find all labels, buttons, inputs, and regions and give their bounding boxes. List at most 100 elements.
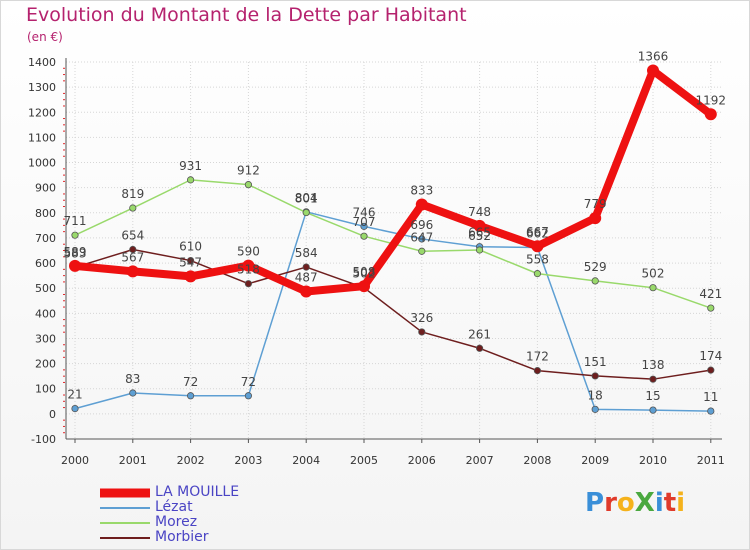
y-tick-label: 1100 bbox=[28, 131, 56, 144]
data-point-morbier bbox=[591, 372, 599, 380]
y-tick-label: 600 bbox=[35, 257, 56, 270]
data-point-l-zat bbox=[360, 222, 368, 230]
data-label-morez: 558 bbox=[526, 253, 549, 267]
x-tick-label: 2005 bbox=[350, 454, 378, 467]
data-label-la-mouille: 667 bbox=[526, 225, 549, 239]
chart-subtitle: (en €) bbox=[27, 30, 63, 44]
data-label-la-mouille: 487 bbox=[295, 270, 318, 284]
x-tick-label: 2010 bbox=[639, 454, 667, 467]
data-label-morbier: 610 bbox=[179, 240, 202, 254]
data-point-la-mouille bbox=[242, 259, 255, 272]
data-point-la-mouille bbox=[69, 259, 81, 272]
data-point-l-zat bbox=[707, 407, 715, 415]
data-label-morbier: 502 bbox=[353, 267, 376, 281]
legend-swatch bbox=[100, 536, 150, 539]
data-label-morbier: 583 bbox=[64, 246, 87, 260]
data-label-morbier: 172 bbox=[526, 350, 549, 364]
data-label-morbier: 654 bbox=[121, 228, 144, 242]
data-label-la-mouille: 748 bbox=[468, 205, 491, 219]
data-point-l-zat bbox=[71, 404, 79, 413]
data-label-morez: 912 bbox=[237, 164, 260, 178]
data-point-la-mouille bbox=[704, 108, 717, 121]
data-point-morez bbox=[360, 232, 368, 240]
data-label-la-mouille: 1366 bbox=[638, 50, 669, 64]
x-tick-label: 2007 bbox=[466, 454, 494, 467]
proxiti-logo: ProXiti bbox=[585, 488, 685, 518]
y-tick-label: 800 bbox=[35, 207, 56, 220]
chart-title: Evolution du Montant de la Dette par Hab… bbox=[26, 4, 467, 26]
legend-swatch bbox=[100, 488, 150, 497]
series-line-la-mouille bbox=[71, 66, 715, 296]
data-point-l-zat bbox=[591, 405, 599, 413]
data-label-l-zat: 72 bbox=[241, 375, 256, 389]
data-point-la-mouille bbox=[126, 265, 139, 278]
logo-letter: t bbox=[663, 488, 677, 518]
data-label-la-mouille: 779 bbox=[584, 197, 607, 211]
legend-swatch bbox=[100, 521, 150, 524]
data-point-morbier bbox=[475, 344, 484, 352]
data-label-morbier: 584 bbox=[295, 246, 318, 260]
data-label-l-zat: 746 bbox=[353, 205, 376, 219]
y-tick-label: 1200 bbox=[28, 106, 56, 119]
data-point-morez bbox=[418, 247, 426, 255]
data-point-la-mouille bbox=[300, 285, 313, 298]
data-label-l-zat: 72 bbox=[183, 375, 198, 389]
data-point-morbier bbox=[418, 328, 426, 336]
y-tick-label: 500 bbox=[35, 282, 56, 295]
y-tick-label: 100 bbox=[35, 383, 56, 396]
data-label-morez: 421 bbox=[699, 287, 722, 301]
data-label-la-mouille: 589 bbox=[64, 245, 87, 259]
data-label-morez: 647 bbox=[410, 230, 433, 244]
data-point-l-zat bbox=[187, 392, 195, 400]
x-tick-label: 2004 bbox=[292, 454, 320, 467]
logo-letter: r bbox=[604, 488, 617, 518]
data-point-morbier bbox=[302, 263, 310, 271]
data-label-l-zat: 665 bbox=[468, 226, 491, 240]
x-tick-label: 2011 bbox=[697, 454, 725, 467]
legend-label: Morez bbox=[155, 514, 198, 530]
data-label-morez: 707 bbox=[353, 215, 376, 229]
data-label-morez: 819 bbox=[121, 187, 144, 201]
data-point-morez bbox=[475, 246, 484, 254]
y-tick-label: 1000 bbox=[28, 157, 56, 170]
data-label-l-zat: 11 bbox=[703, 390, 718, 404]
data-label-morbier: 138 bbox=[642, 358, 665, 372]
data-label-l-zat: 18 bbox=[588, 388, 603, 402]
legend-label: LA MOUILLE bbox=[155, 484, 240, 500]
data-point-morez bbox=[533, 270, 542, 278]
x-tick-label: 2003 bbox=[234, 454, 262, 467]
data-label-la-mouille: 1192 bbox=[696, 93, 727, 107]
data-label-l-zat: 21 bbox=[67, 388, 82, 402]
y-tick-label: 700 bbox=[35, 232, 56, 245]
data-point-morbier bbox=[533, 367, 542, 375]
data-point-morez bbox=[129, 204, 137, 212]
data-point-l-zat bbox=[418, 235, 426, 243]
data-point-morbier bbox=[707, 366, 715, 374]
data-label-la-mouille: 833 bbox=[410, 184, 433, 198]
data-point-morbier bbox=[244, 280, 252, 288]
data-label-morbier: 151 bbox=[584, 355, 607, 369]
data-point-morez bbox=[71, 231, 79, 239]
data-point-morbier bbox=[649, 375, 657, 383]
data-label-la-mouille: 508 bbox=[353, 265, 376, 279]
data-label-l-zat: 15 bbox=[645, 389, 660, 403]
y-tick-label: 1400 bbox=[28, 56, 56, 69]
x-tick-label: 2008 bbox=[523, 454, 551, 467]
data-point-l-zat bbox=[129, 389, 137, 397]
data-label-morez: 502 bbox=[642, 267, 665, 281]
data-point-morez bbox=[244, 181, 252, 189]
y-tick-label: 200 bbox=[35, 358, 56, 371]
data-point-la-mouille bbox=[415, 198, 428, 211]
logo-letter: X bbox=[634, 488, 655, 518]
x-tick-label: 2009 bbox=[581, 454, 609, 467]
logo-letter: o bbox=[616, 488, 635, 518]
data-point-morez bbox=[649, 284, 657, 292]
data-point-morbier bbox=[129, 245, 137, 254]
data-point-la-mouille bbox=[531, 240, 544, 253]
data-point-morez bbox=[707, 304, 715, 312]
data-point-la-mouille bbox=[473, 219, 486, 232]
data-point-la-mouille bbox=[358, 280, 370, 293]
data-label-morez: 931 bbox=[179, 159, 202, 173]
y-tick-label: -100 bbox=[31, 433, 56, 446]
data-point-morbier bbox=[187, 256, 195, 265]
